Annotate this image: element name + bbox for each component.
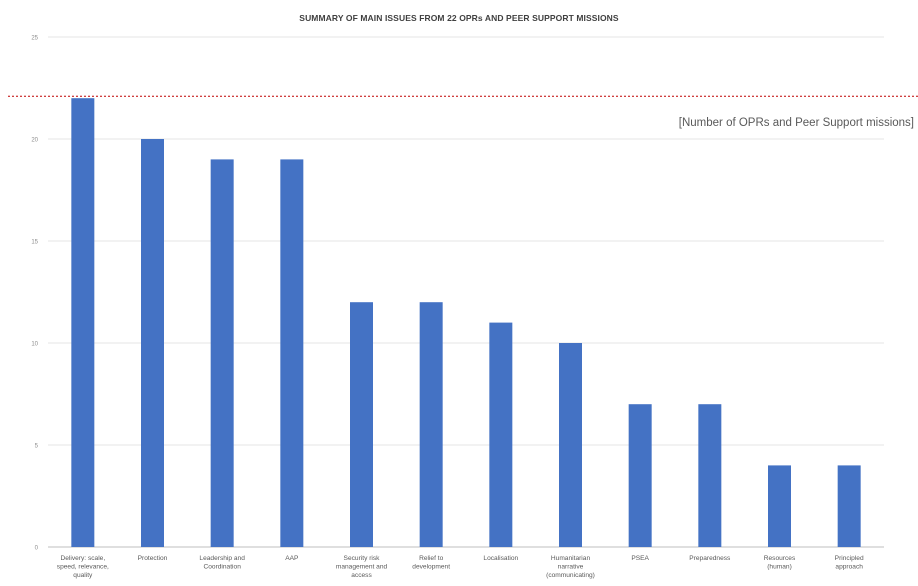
bar (419, 302, 443, 547)
x-tick-label: Leadership and Coordination (199, 555, 245, 571)
y-tick-label: 25 (31, 36, 38, 42)
bar (768, 465, 791, 547)
y-tick-label: 15 (31, 240, 38, 246)
bar (210, 159, 234, 547)
bar (559, 343, 582, 547)
bar (71, 98, 95, 547)
y-tick-label: 10 (31, 342, 38, 348)
x-tick-label: Localisation (483, 555, 518, 562)
bar (280, 159, 304, 547)
x-tick-label: Humanitarian narrative (communicating) (546, 555, 595, 579)
y-tick-label: 5 (35, 444, 39, 450)
bar (489, 322, 513, 547)
x-tick-label: PSEA (631, 555, 649, 562)
x-tick-label: Relief to development (412, 555, 450, 571)
x-tick-label: Preparedness (689, 555, 731, 562)
bar (698, 404, 722, 547)
reference-line-label: [Number of OPRs and Peer Support mission… (678, 117, 914, 129)
x-tick-label: Resources (human) (764, 555, 796, 571)
y-tick-label: 20 (31, 138, 38, 144)
chart-title: SUMMARY OF MAIN ISSUES FROM 22 OPRs AND … (299, 13, 619, 23)
bar (141, 139, 164, 547)
bar (837, 465, 861, 547)
bars (71, 98, 861, 547)
x-tick-label: AAP (285, 555, 299, 562)
bar (628, 404, 652, 547)
x-axis: Delivery: scale, speed, relevance, quality… (57, 555, 864, 579)
y-axis: 0 5 10 15 20 25 (31, 36, 38, 552)
x-tick-label: Delivery: scale, speed, relevance, quality (57, 555, 109, 579)
bar (350, 302, 373, 547)
gridlines (48, 36, 884, 548)
x-tick-label: Principled approach (835, 555, 864, 571)
x-tick-label: Protection (138, 555, 168, 562)
x-tick-label: Security risk management and access (336, 555, 388, 579)
y-tick-label: 0 (35, 546, 39, 552)
